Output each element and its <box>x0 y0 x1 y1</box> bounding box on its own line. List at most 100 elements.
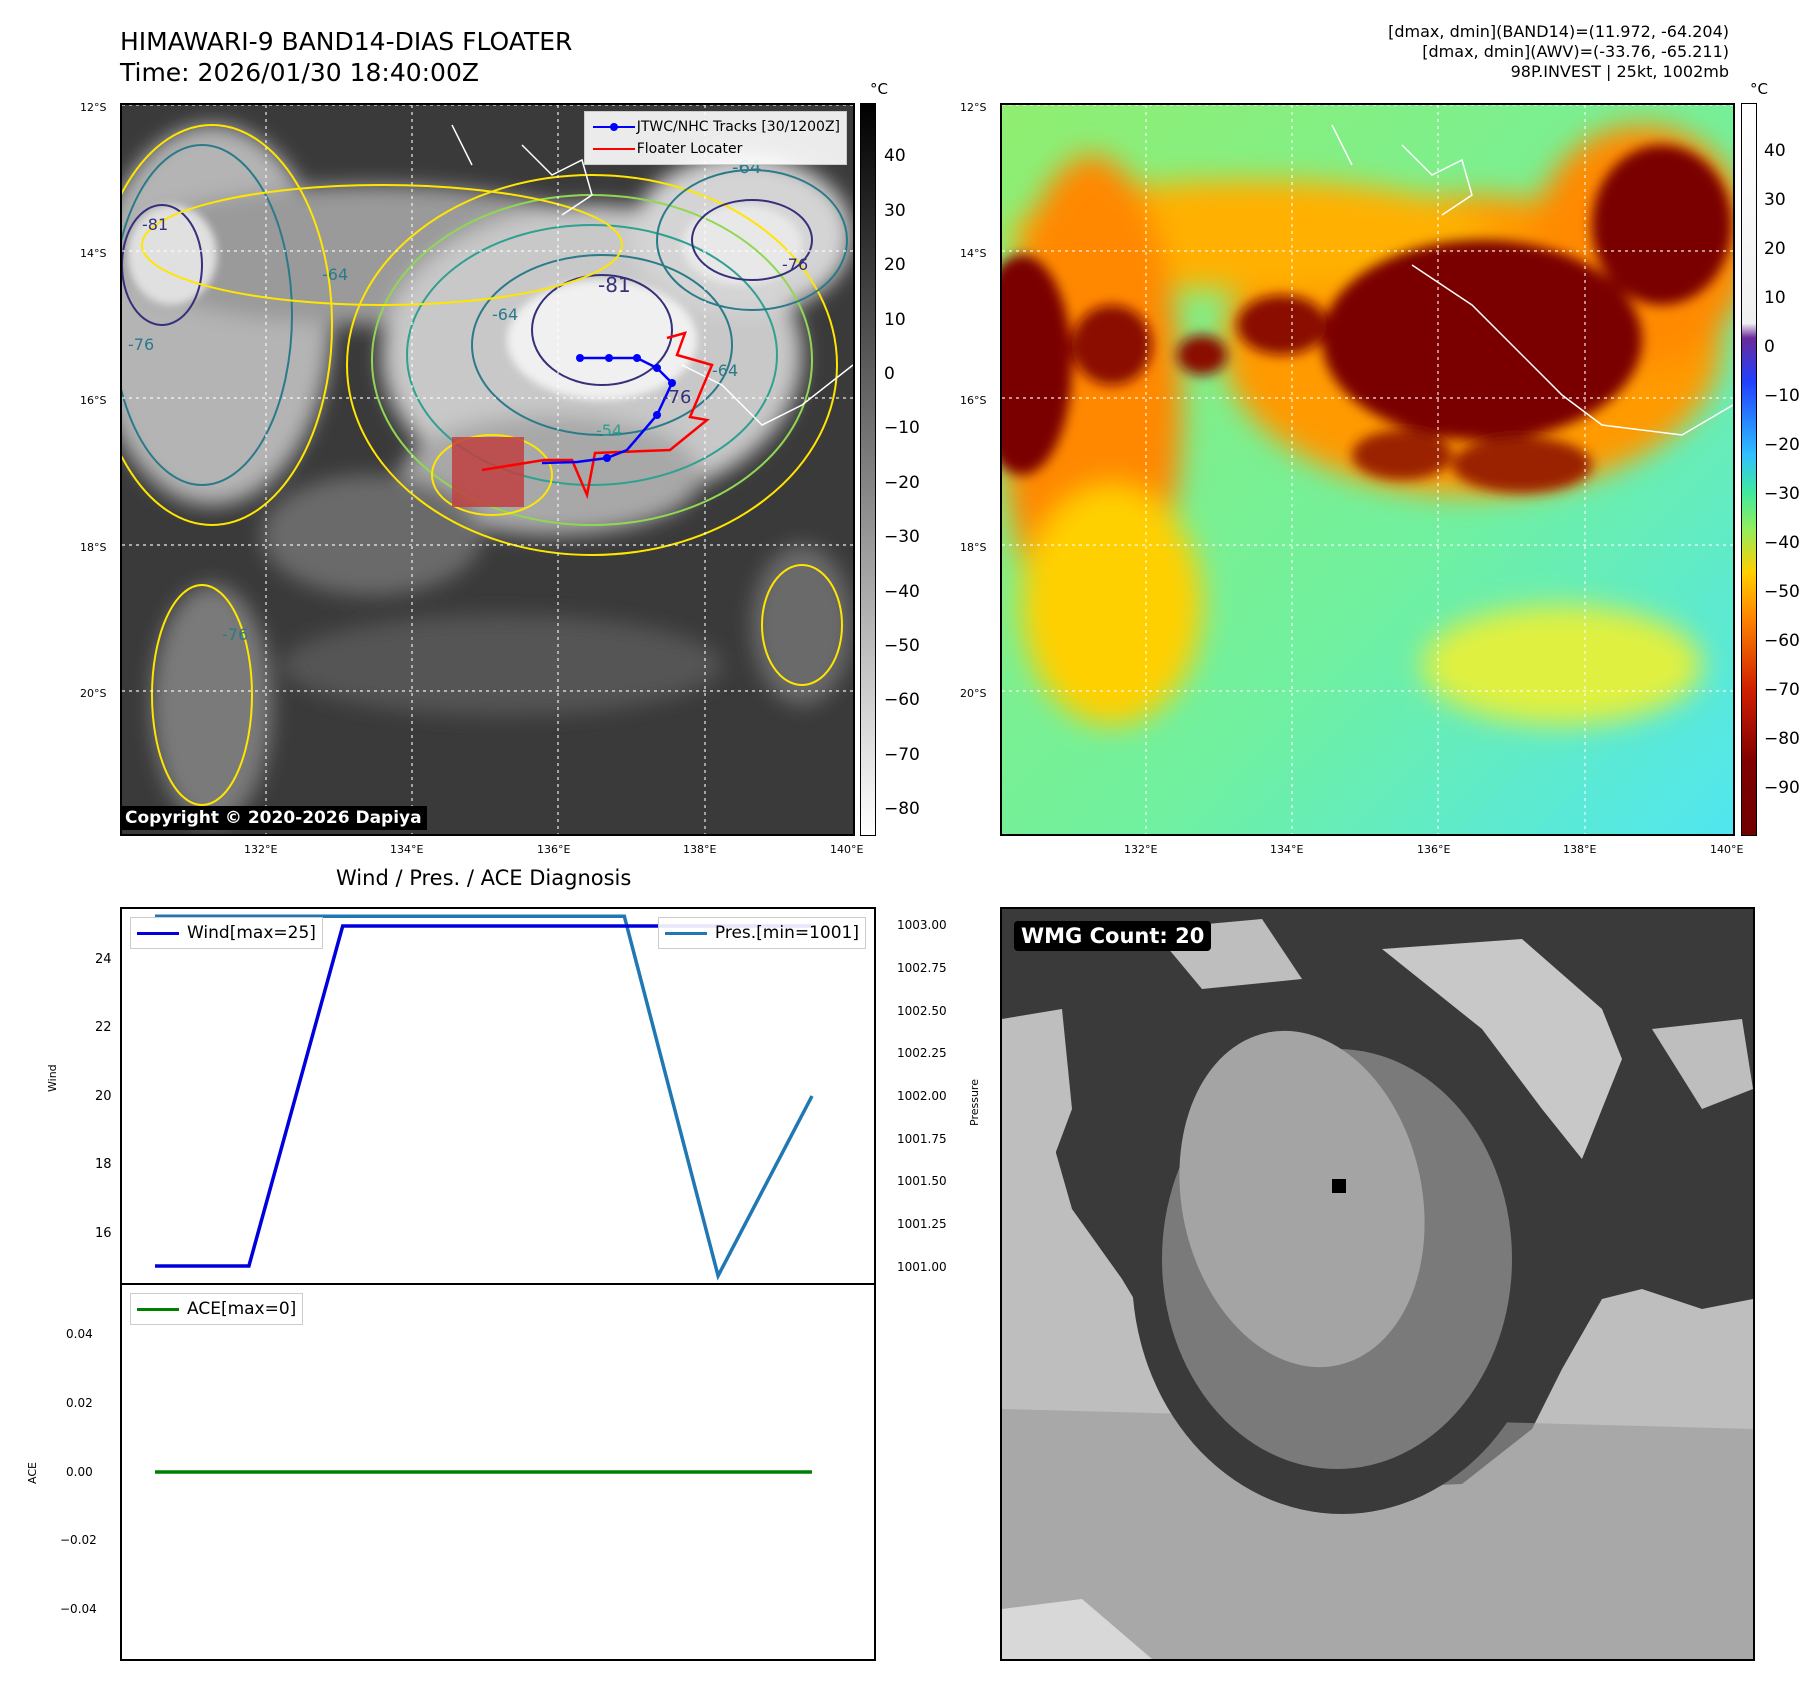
ir-cb-tick: −20 <box>884 473 920 493</box>
awv-cb-tick: −70 <box>1764 680 1800 700</box>
ir-cb-tick: −50 <box>884 636 920 656</box>
pressure-axis-label: Pressure <box>968 1079 981 1126</box>
wind-legend-label: Wind[max=25] <box>187 923 316 943</box>
pres-tick: 1003.00 <box>897 918 947 932</box>
lon-label: 132°E <box>1124 843 1158 856</box>
contour-label: -81 <box>142 215 169 234</box>
awv-cb-tick: −90 <box>1764 778 1800 798</box>
lat-label: 16°S <box>80 394 107 407</box>
ace-tick: −0.04 <box>60 1602 97 1616</box>
pres-legend: Pres.[min=1001] <box>657 917 866 949</box>
contour-label: -54 <box>596 421 623 440</box>
lat-label: 18°S <box>80 541 107 554</box>
awv-colorbar <box>1741 103 1757 836</box>
ir-cb-tick: 20 <box>884 255 906 275</box>
figure-title: HIMAWARI-9 BAND14-DIAS FLOATER Time: 202… <box>120 26 572 88</box>
ir-cb-tick: −60 <box>884 690 920 710</box>
ir-colorbar-unit: °C <box>870 80 888 98</box>
ir-cb-tick: −80 <box>884 799 920 819</box>
wind-pres-plot <box>155 914 814 1281</box>
wmg-panel: WMG Count: 20 <box>1000 907 1755 1661</box>
lon-label: 132°E <box>244 843 278 856</box>
contour-label: -76 <box>662 387 692 408</box>
map-legend: JTWC/NHC Tracks [30/1200Z] Floater Locat… <box>583 111 847 165</box>
stats-line-1: [dmax, dmin](BAND14)=(11.972, -64.204) <box>1388 22 1729 41</box>
jtwc-track-path <box>541 356 674 465</box>
contour-label: -76 <box>782 255 809 274</box>
wind-tick: 20 <box>95 1089 112 1104</box>
pres-legend-swatch <box>664 931 707 935</box>
diagnosis-title: Wind / Pres. / ACE Diagnosis <box>336 866 632 890</box>
lat-label: 14°S <box>960 247 987 260</box>
title-line-1: HIMAWARI-9 BAND14-DIAS FLOATER <box>120 27 573 56</box>
stats-line-2: [dmax, dmin](AWV)=(-33.76, -65.211) <box>1422 42 1729 61</box>
ir-cb-tick: 40 <box>884 146 906 166</box>
ace-tick: −0.02 <box>60 1533 97 1547</box>
wind-axis-label: Wind <box>46 1064 59 1092</box>
contour-label: -64 <box>322 265 349 284</box>
ir-map-imagery <box>122 105 853 834</box>
ir-cb-tick: −70 <box>884 745 920 765</box>
ace-plot <box>155 1470 812 1474</box>
ace-legend-swatch <box>137 1307 179 1311</box>
contour-label: -64 <box>492 305 519 324</box>
ir-cb-tick: −40 <box>884 582 920 602</box>
pres-legend-label: Pres.[min=1001] <box>714 923 859 943</box>
pres-tick: 1002.25 <box>897 1046 947 1060</box>
stats-block: [dmax, dmin](BAND14)=(11.972, -64.204) [… <box>1388 22 1729 82</box>
awv-cb-tick: −30 <box>1764 484 1800 504</box>
awv-cb-tick: 20 <box>1764 239 1786 259</box>
ace-axis-label: ACE <box>26 1462 39 1484</box>
ace-tick: 0.02 <box>66 1396 93 1410</box>
lat-label: 16°S <box>960 394 987 407</box>
awv-cb-tick: −20 <box>1764 435 1800 455</box>
wind-legend: Wind[max=25] <box>130 917 323 949</box>
ir-map-panel: -81 -76 -64 -64 -64 -54 -76 -81 -76 -76 … <box>120 103 855 836</box>
ace-legend-label: ACE[max=0] <box>187 1299 297 1319</box>
wind-pres-chart: Wind[max=25] Pres.[min=1001] <box>120 907 876 1285</box>
wind-series-line <box>155 924 812 1268</box>
pres-tick: 1001.50 <box>897 1174 947 1188</box>
awv-colorbar-unit: °C <box>1750 80 1768 98</box>
lon-label: 138°E <box>1563 843 1597 856</box>
ace-tick: 0.04 <box>66 1327 93 1341</box>
ace-tick: 0.00 <box>66 1465 93 1479</box>
track-legend-swatch <box>592 123 635 131</box>
lon-label: 140°E <box>830 843 864 856</box>
pres-tick: 1001.75 <box>897 1132 947 1146</box>
lat-label: 12°S <box>960 101 987 114</box>
ir-cb-tick: 30 <box>884 201 906 221</box>
pressure-series-line <box>155 914 814 1281</box>
ace-legend: ACE[max=0] <box>130 1293 304 1325</box>
lon-label: 136°E <box>1417 843 1451 856</box>
lat-label: 20°S <box>960 687 987 700</box>
ir-cb-tick: −10 <box>884 418 920 438</box>
legend-tracks-label: JTWC/NHC Tracks [30/1200Z] <box>636 119 840 135</box>
contour-label: -76 <box>222 625 249 644</box>
wind-tick: 16 <box>95 1226 112 1241</box>
awv-cb-tick: −50 <box>1764 582 1800 602</box>
pres-tick: 1001.00 <box>897 1260 947 1274</box>
lat-label: 20°S <box>80 687 107 700</box>
wind-tick: 24 <box>95 952 112 967</box>
lat-label: 12°S <box>80 101 107 114</box>
title-line-2: Time: 2026/01/30 18:40:00Z <box>120 58 479 87</box>
awv-cb-tick: −60 <box>1764 631 1800 651</box>
floater-legend-swatch <box>592 148 635 150</box>
ace-chart: ACE[max=0] <box>120 1283 876 1661</box>
awv-cb-tick: 0 <box>1764 337 1775 357</box>
awv-cb-tick: −40 <box>1764 533 1800 553</box>
lon-label: 136°E <box>537 843 571 856</box>
wind-tick: 18 <box>95 1157 112 1172</box>
copyright-badge: Copyright © 2020-2026 Dapiya <box>120 806 427 830</box>
awv-cb-tick: −10 <box>1764 386 1800 406</box>
pres-tick: 1002.75 <box>897 961 947 975</box>
contour-label: -81 <box>598 273 631 297</box>
lon-label: 140°E <box>1710 843 1744 856</box>
ir-cb-tick: 10 <box>884 310 906 330</box>
pres-tick: 1002.50 <box>897 1004 947 1018</box>
awv-map-imagery <box>1002 105 1733 834</box>
ir-cb-tick: 0 <box>884 364 895 384</box>
lat-label: 14°S <box>80 247 107 260</box>
wmg-count-badge: WMG Count: 20 <box>1014 921 1212 951</box>
